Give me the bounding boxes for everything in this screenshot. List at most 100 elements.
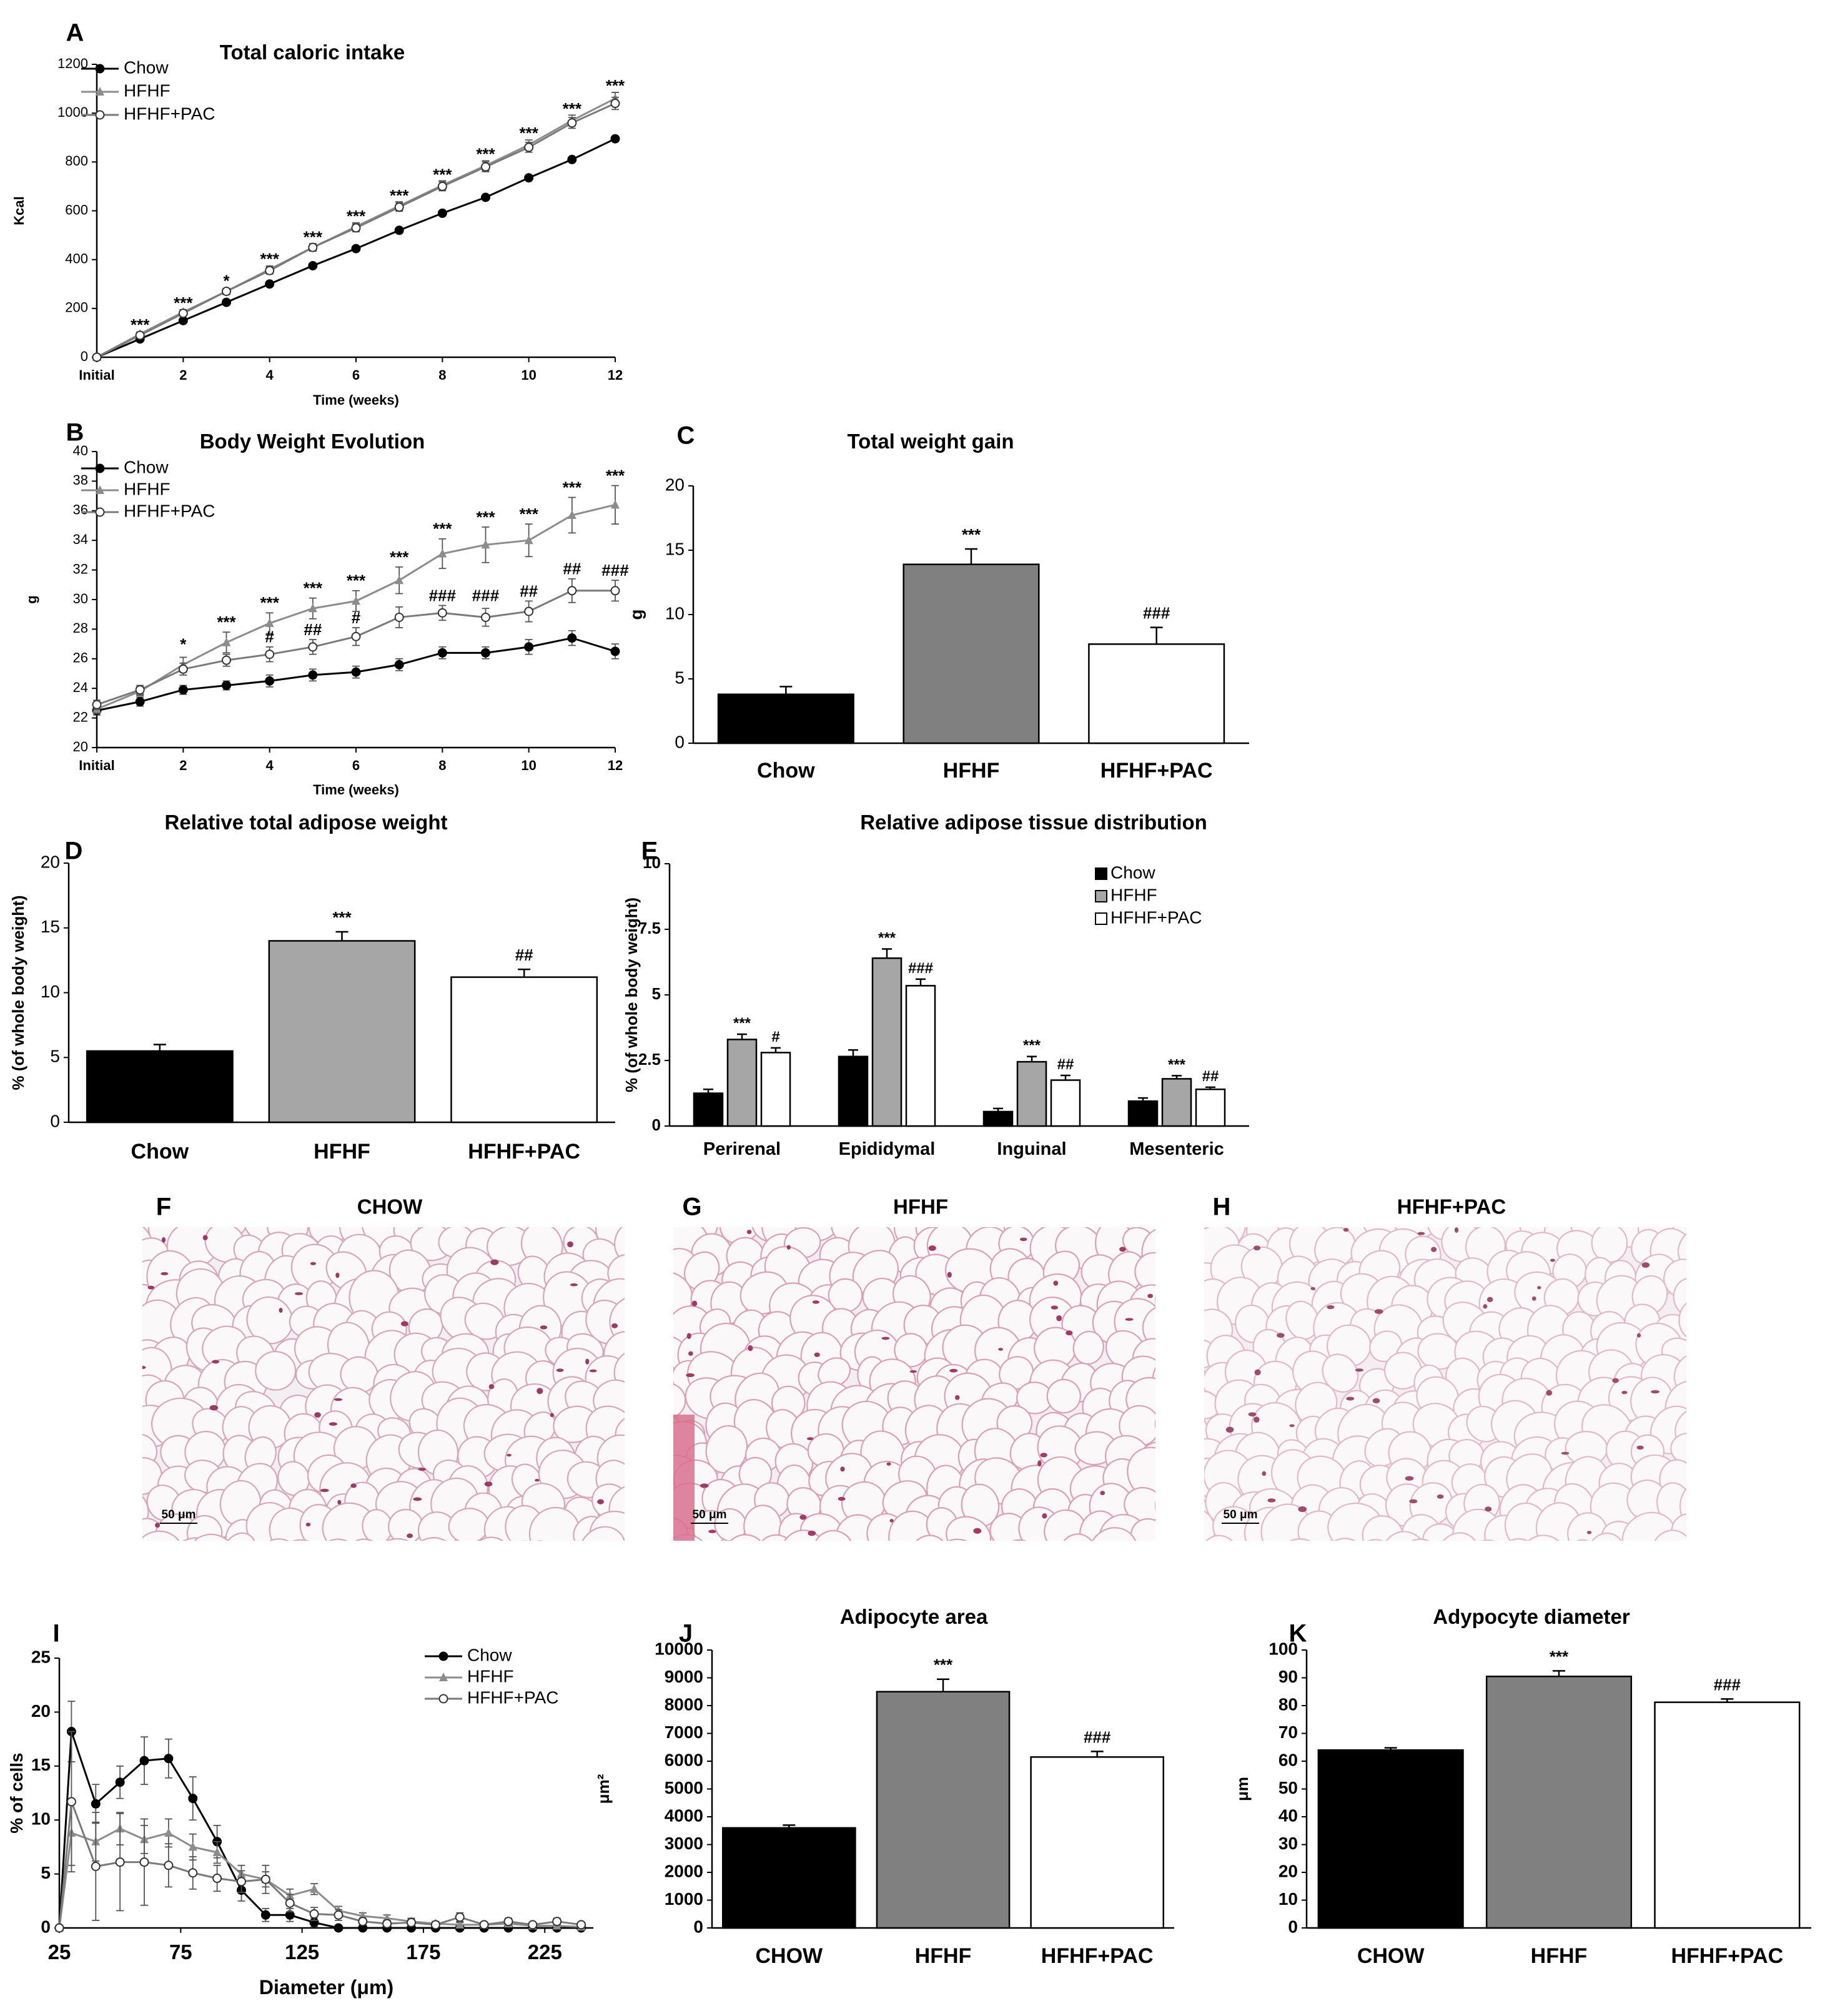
nucleus — [142, 1365, 146, 1370]
adipocyte-cell — [1156, 1203, 1205, 1254]
nucleus — [540, 1325, 548, 1330]
data-point — [437, 208, 447, 218]
series-line — [58, 1731, 581, 1929]
legend-label: HFHF — [467, 1666, 514, 1686]
adipocyte-cell — [723, 1534, 768, 1541]
y-tick-label: 0 — [81, 348, 88, 364]
significance-marker: ### — [601, 561, 629, 580]
adipocyte-cell — [222, 1532, 257, 1541]
nucleus — [1037, 1460, 1042, 1466]
adipocyte-cell — [1274, 1175, 1330, 1230]
data-point — [222, 655, 231, 665]
y-tick-label: 60 — [1278, 1750, 1298, 1769]
nucleus — [305, 1523, 311, 1527]
adipocyte-cell — [1345, 1164, 1405, 1226]
nucleus — [1125, 1318, 1134, 1321]
adipocyte-cell — [1204, 1534, 1238, 1541]
adipocyte-cell — [1571, 1170, 1631, 1232]
x-tick-label: 125 — [285, 1940, 319, 1964]
category-label: HFHF+PAC — [468, 1140, 580, 1164]
histology-title: HFHF — [893, 1195, 948, 1218]
nucleus — [1586, 1531, 1592, 1534]
data-point — [285, 1898, 295, 1908]
significance-marker: *** — [934, 1656, 953, 1674]
data-point — [567, 154, 577, 164]
adipose-histology-image — [624, 1158, 1210, 1591]
nucleus — [928, 1245, 936, 1251]
nucleus — [812, 1300, 819, 1304]
significance-marker: *** — [606, 466, 625, 485]
y-tick-label: 10 — [41, 982, 60, 1001]
nucleus — [335, 1272, 340, 1278]
y-tick-label: 38 — [73, 472, 88, 488]
nucleus — [1056, 1315, 1062, 1322]
nucleus — [535, 1478, 540, 1482]
y-tick-label: 8000 — [665, 1694, 703, 1714]
data-point — [524, 606, 534, 616]
nucleus — [154, 1523, 161, 1528]
adipose-histology-image — [1160, 1164, 1766, 1587]
nucleus — [1267, 1498, 1276, 1503]
bar — [1127, 1100, 1159, 1127]
adipocyte-cell — [807, 1170, 854, 1214]
data-point — [395, 575, 404, 585]
panel-label-i: I — [52, 1620, 59, 1648]
adipocyte-cell — [1696, 1395, 1766, 1466]
adipocyte-cell — [1674, 1406, 1686, 1458]
nucleus — [1437, 1494, 1444, 1499]
data-point — [222, 680, 231, 690]
y-tick-label: 80 — [1278, 1694, 1298, 1714]
data-point — [308, 242, 318, 252]
nucleus — [1100, 1491, 1105, 1495]
adipocyte-cell — [492, 1168, 545, 1222]
data-point — [481, 162, 490, 172]
nucleus — [1051, 1305, 1059, 1310]
adipocyte-cell — [1152, 1372, 1210, 1430]
y-axis-title: % of cells — [7, 1752, 26, 1833]
y-tick-label: 5 — [652, 984, 661, 1003]
y-axis-title: g — [24, 595, 39, 603]
adipocyte-cell — [624, 1158, 687, 1222]
data-point — [139, 1857, 149, 1867]
adipocyte-cell — [909, 1534, 948, 1541]
data-point — [54, 1923, 64, 1933]
adipocyte-cell — [1160, 1337, 1200, 1371]
adipocyte-cell — [626, 1430, 671, 1474]
legend-swatch — [1095, 912, 1107, 925]
data-point — [528, 1920, 538, 1930]
data-point — [503, 1917, 513, 1927]
adipocyte-cell — [1520, 1534, 1567, 1541]
data-point — [394, 612, 404, 622]
chart-b: Body Weight Evolution2022242628303234363… — [24, 430, 629, 798]
y-tick-label: 10 — [31, 1809, 51, 1829]
adipocyte-cell — [673, 1501, 675, 1541]
y-tick-label: 7.5 — [638, 919, 661, 937]
y-axis-title: % (of whole body weight) — [9, 896, 27, 1090]
adipocyte-cell — [81, 1242, 141, 1303]
adipocyte-cell — [1134, 1252, 1155, 1292]
adipocyte-cell — [1054, 1227, 1104, 1230]
nucleus — [490, 1259, 499, 1265]
chart-title: Relative adipose tissue distribution — [860, 811, 1207, 834]
adipocyte-cell — [1145, 1163, 1200, 1217]
data-point — [394, 202, 404, 212]
nucleus — [708, 1529, 716, 1533]
significance-marker: ### — [908, 960, 933, 977]
legend-marker — [438, 1694, 448, 1704]
category-label: Mesenteric — [1129, 1139, 1224, 1159]
legend-label: HFHF — [124, 81, 171, 100]
adipocyte-cell — [1221, 1538, 1272, 1587]
significance-marker: *** — [476, 144, 495, 163]
bar — [1161, 1078, 1192, 1127]
legend-swatch — [1095, 890, 1107, 902]
adipocyte-cell — [1015, 1536, 1071, 1591]
adipocyte-cell — [934, 1538, 982, 1541]
nucleus — [1454, 1227, 1459, 1233]
adipocyte-cell — [1610, 1168, 1656, 1217]
adipocyte-cell — [1712, 1184, 1744, 1218]
scale-bar-label: 50 μm — [162, 1508, 196, 1521]
y-tick-label: 34 — [73, 531, 88, 547]
panel-label-h: H — [1213, 1193, 1231, 1221]
legend-label: HFHF+PAC — [1110, 907, 1202, 927]
nucleus — [1327, 1305, 1335, 1310]
